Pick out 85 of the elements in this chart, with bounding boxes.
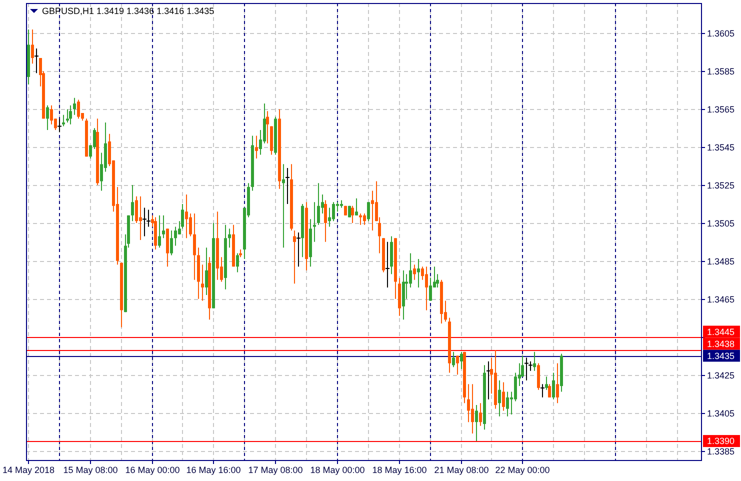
candlestick — [467, 384, 470, 423]
candlestick — [460, 351, 463, 370]
candlestick — [367, 202, 370, 222]
y-tick-label: 1.3545 — [707, 142, 735, 153]
candlestick — [73, 97, 76, 116]
candlestick — [174, 226, 177, 246]
candlestick — [77, 99, 80, 120]
candlestick — [363, 212, 366, 226]
candlestick — [506, 391, 509, 417]
candlestick — [359, 212, 362, 226]
y-tick-label: 1.3385 — [707, 446, 735, 457]
candlestick — [409, 252, 412, 288]
x-tick-label: 16 May 00:00 — [125, 465, 180, 475]
candlestick — [46, 104, 49, 131]
y-tick-label: 1.3485 — [707, 256, 735, 267]
candlestick — [50, 104, 53, 125]
candlestick — [479, 402, 482, 426]
candlestick — [502, 382, 505, 412]
y-tick-label: 1.3405 — [707, 408, 735, 419]
x-tick-label: 21 May 08:00 — [434, 465, 489, 475]
candlestick — [548, 384, 551, 398]
candlestick — [135, 196, 138, 224]
candlestick — [537, 362, 540, 390]
y-tick-label: 1.3425 — [707, 370, 735, 381]
candlestick — [282, 164, 285, 248]
x-tick-label: 22 May 00:00 — [495, 465, 550, 475]
candlestick — [533, 351, 536, 372]
y-tick-label: 1.3565 — [707, 104, 735, 115]
candlestick — [514, 372, 517, 402]
candlestick — [162, 214, 165, 239]
candlestick — [193, 212, 196, 280]
x-tick-label: 18 May 16:00 — [372, 465, 427, 475]
x-tick-label: 16 May 16:00 — [186, 465, 241, 475]
candlestick — [255, 135, 258, 159]
candlestick — [69, 104, 72, 125]
candlestick — [139, 196, 142, 241]
y-tick-label: 1.3525 — [707, 180, 735, 191]
candlestick — [201, 264, 204, 302]
candlestick — [205, 247, 208, 296]
candlestick — [545, 376, 548, 390]
candlestick — [62, 114, 65, 127]
candlestick — [189, 212, 192, 237]
candlestick — [417, 258, 420, 288]
candlestick — [66, 108, 69, 123]
ref-line-label: 1.3435 — [707, 350, 735, 361]
candlestick — [332, 202, 335, 222]
y-tick-label: 1.3605 — [707, 28, 735, 39]
candlestick — [324, 200, 327, 242]
chart-title: GBPUSD,H1 1.3419 1.3436 1.3416 1.3435 — [42, 6, 214, 16]
candlestick — [293, 230, 296, 284]
candlestick — [556, 362, 559, 404]
candlestick — [471, 384, 474, 434]
candlestick — [181, 204, 184, 230]
candlestick — [355, 198, 358, 216]
candlestick — [328, 207, 331, 228]
y-tick-label: 1.3505 — [707, 218, 735, 229]
x-tick-label: 14 May 2018 — [2, 465, 55, 475]
y-tick-label: 1.3465 — [707, 294, 735, 305]
candlestick — [475, 404, 478, 442]
x-tick-label: 18 May 00:00 — [310, 465, 365, 475]
candlestick — [413, 264, 416, 280]
y-tick-label: 1.3585 — [707, 66, 735, 77]
candlestick — [266, 110, 269, 144]
candlestick — [317, 182, 320, 226]
candlestick — [552, 372, 555, 400]
candlestick — [31, 29, 34, 64]
x-tick-label: 17 May 08:00 — [248, 465, 303, 475]
ref-line-label: 1.3390 — [707, 436, 735, 446]
candlestick — [158, 214, 161, 248]
candlestick — [236, 252, 239, 273]
candlestick — [371, 190, 374, 232]
candlestick — [456, 355, 459, 376]
candlestick — [498, 380, 501, 417]
candlestick — [185, 194, 188, 239]
ref-line-label: 1.3438 — [707, 338, 735, 349]
candlestick — [351, 205, 354, 224]
candlestick — [452, 351, 455, 368]
ref-line-label: 1.3445 — [707, 326, 735, 337]
candlestick — [131, 184, 134, 222]
candlestick — [313, 202, 316, 242]
candlestick — [425, 266, 428, 311]
candlestick — [228, 228, 231, 248]
x-tick-label: 15 May 08:00 — [63, 465, 118, 475]
candlestick — [429, 277, 432, 302]
candlestick — [170, 230, 173, 256]
